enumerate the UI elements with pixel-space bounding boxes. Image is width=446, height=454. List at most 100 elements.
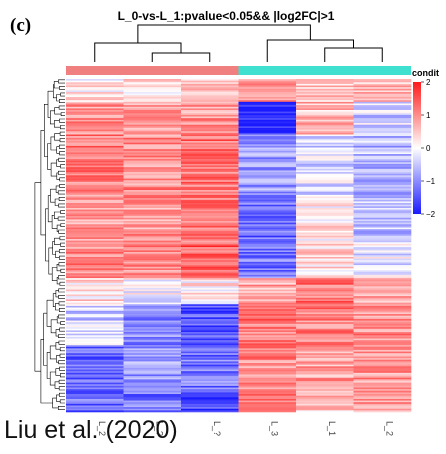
heatmap-cell	[123, 110, 182, 112]
heatmap-cell	[353, 323, 412, 326]
heatmap-cell	[66, 400, 124, 403]
heatmap-cell	[296, 338, 354, 341]
heatmap-cell	[123, 225, 182, 228]
heatmap-cell	[238, 123, 297, 125]
heatmap-cell	[353, 114, 412, 117]
heatmap-cell	[238, 318, 297, 321]
heatmap-cell	[66, 165, 124, 168]
heatmap-cell	[296, 333, 354, 336]
heatmap-cell	[296, 206, 354, 209]
heatmap-cell	[181, 271, 239, 274]
heatmap-cell	[296, 268, 354, 271]
color-scale-tick-label: 2	[426, 78, 431, 87]
heatmap-cell	[238, 314, 297, 316]
heatmap-cell	[66, 380, 124, 383]
heatmap-cell	[238, 402, 297, 405]
heatmap-cell	[66, 278, 124, 281]
heatmap-cell	[123, 216, 182, 219]
heatmap-cell	[296, 154, 354, 157]
heatmap-cell	[238, 258, 297, 261]
heatmap-cell	[238, 180, 297, 183]
heatmap-cell	[353, 390, 412, 393]
heatmap-cell	[123, 92, 182, 94]
heatmap-cell	[353, 217, 412, 220]
dendrogram-branch	[266, 39, 354, 62]
heatmap-cell	[353, 163, 412, 166]
heatmap-cell	[66, 296, 124, 299]
heatmap-cell	[123, 354, 182, 357]
heatmap-cell	[181, 212, 239, 215]
heatmap-cell	[123, 394, 182, 396]
heatmap-cell	[353, 134, 412, 137]
heatmap-cell	[181, 354, 239, 357]
heatmap-cell	[66, 255, 124, 258]
heatmap-cell	[181, 348, 239, 351]
heatmap-cell	[181, 158, 239, 161]
heatmap-cell	[123, 139, 182, 142]
heatmap-cell	[238, 269, 297, 272]
heatmap-cell	[238, 150, 297, 153]
heatmap-cell	[353, 297, 412, 300]
heatmap-cell	[296, 178, 354, 181]
heatmap-cell	[353, 322, 412, 325]
heatmap-cell	[353, 343, 412, 346]
heatmap-cell	[181, 214, 239, 217]
heatmap-cell	[296, 376, 354, 379]
heatmap-cell	[66, 318, 124, 321]
heatmap-cell	[296, 110, 354, 112]
heatmap-cell	[238, 265, 297, 268]
heatmap-cell	[66, 221, 124, 223]
heatmap-cell	[296, 127, 354, 130]
heatmap-cell	[353, 395, 412, 398]
heatmap-cell	[181, 349, 239, 352]
heatmap-cell	[353, 185, 412, 188]
heatmap-cell	[181, 366, 239, 369]
heatmap-cell	[296, 209, 354, 212]
heatmap-cell	[296, 408, 354, 411]
heatmap-cell	[296, 214, 354, 217]
heatmap-cell	[66, 127, 124, 130]
heatmap-cell	[353, 139, 412, 142]
heatmap-cell	[353, 397, 412, 400]
heatmap-cell	[296, 389, 354, 392]
heatmap-cell	[296, 346, 354, 349]
heatmap-cell	[123, 372, 182, 375]
heatmap-cell	[296, 328, 354, 331]
heatmap-cell	[66, 392, 124, 395]
heatmap-cell	[123, 217, 182, 220]
heatmap-cell	[66, 145, 124, 148]
heatmap-cell	[238, 193, 297, 196]
heatmap-cell	[353, 136, 412, 139]
heatmap-cell	[66, 261, 124, 264]
heatmap-cell	[66, 387, 124, 390]
heatmap-cell	[296, 374, 354, 377]
heatmap-cell	[123, 116, 182, 119]
heatmap-cell	[181, 250, 239, 253]
heatmap-cell	[123, 247, 182, 250]
heatmap-cell	[238, 297, 297, 300]
heatmap-cell	[123, 292, 182, 295]
heatmap-cell	[181, 183, 239, 186]
heatmap-cell	[181, 149, 239, 152]
heatmap-cell	[238, 320, 297, 323]
heatmap-cell	[238, 110, 297, 112]
heatmap-cell	[66, 131, 124, 134]
heatmap-cell	[181, 369, 239, 372]
heatmap-cell	[66, 185, 124, 188]
heatmap-cell	[66, 274, 124, 277]
heatmap-cell	[238, 90, 297, 93]
heatmap-cell	[66, 330, 124, 333]
heatmap-cell	[123, 96, 182, 99]
heatmap-cell	[181, 380, 239, 383]
heatmap-cell	[181, 193, 239, 196]
heatmap-cell	[296, 113, 354, 116]
heatmap-cell	[181, 167, 239, 170]
heatmap-cell	[181, 398, 239, 401]
heatmap-cell	[296, 320, 354, 323]
heatmap-cell	[353, 314, 412, 316]
heatmap-cell	[353, 190, 412, 192]
heatmap-cell	[123, 149, 182, 152]
heatmap-cell	[66, 269, 124, 272]
heatmap-cell	[353, 173, 412, 176]
heatmap-cell	[123, 385, 182, 388]
